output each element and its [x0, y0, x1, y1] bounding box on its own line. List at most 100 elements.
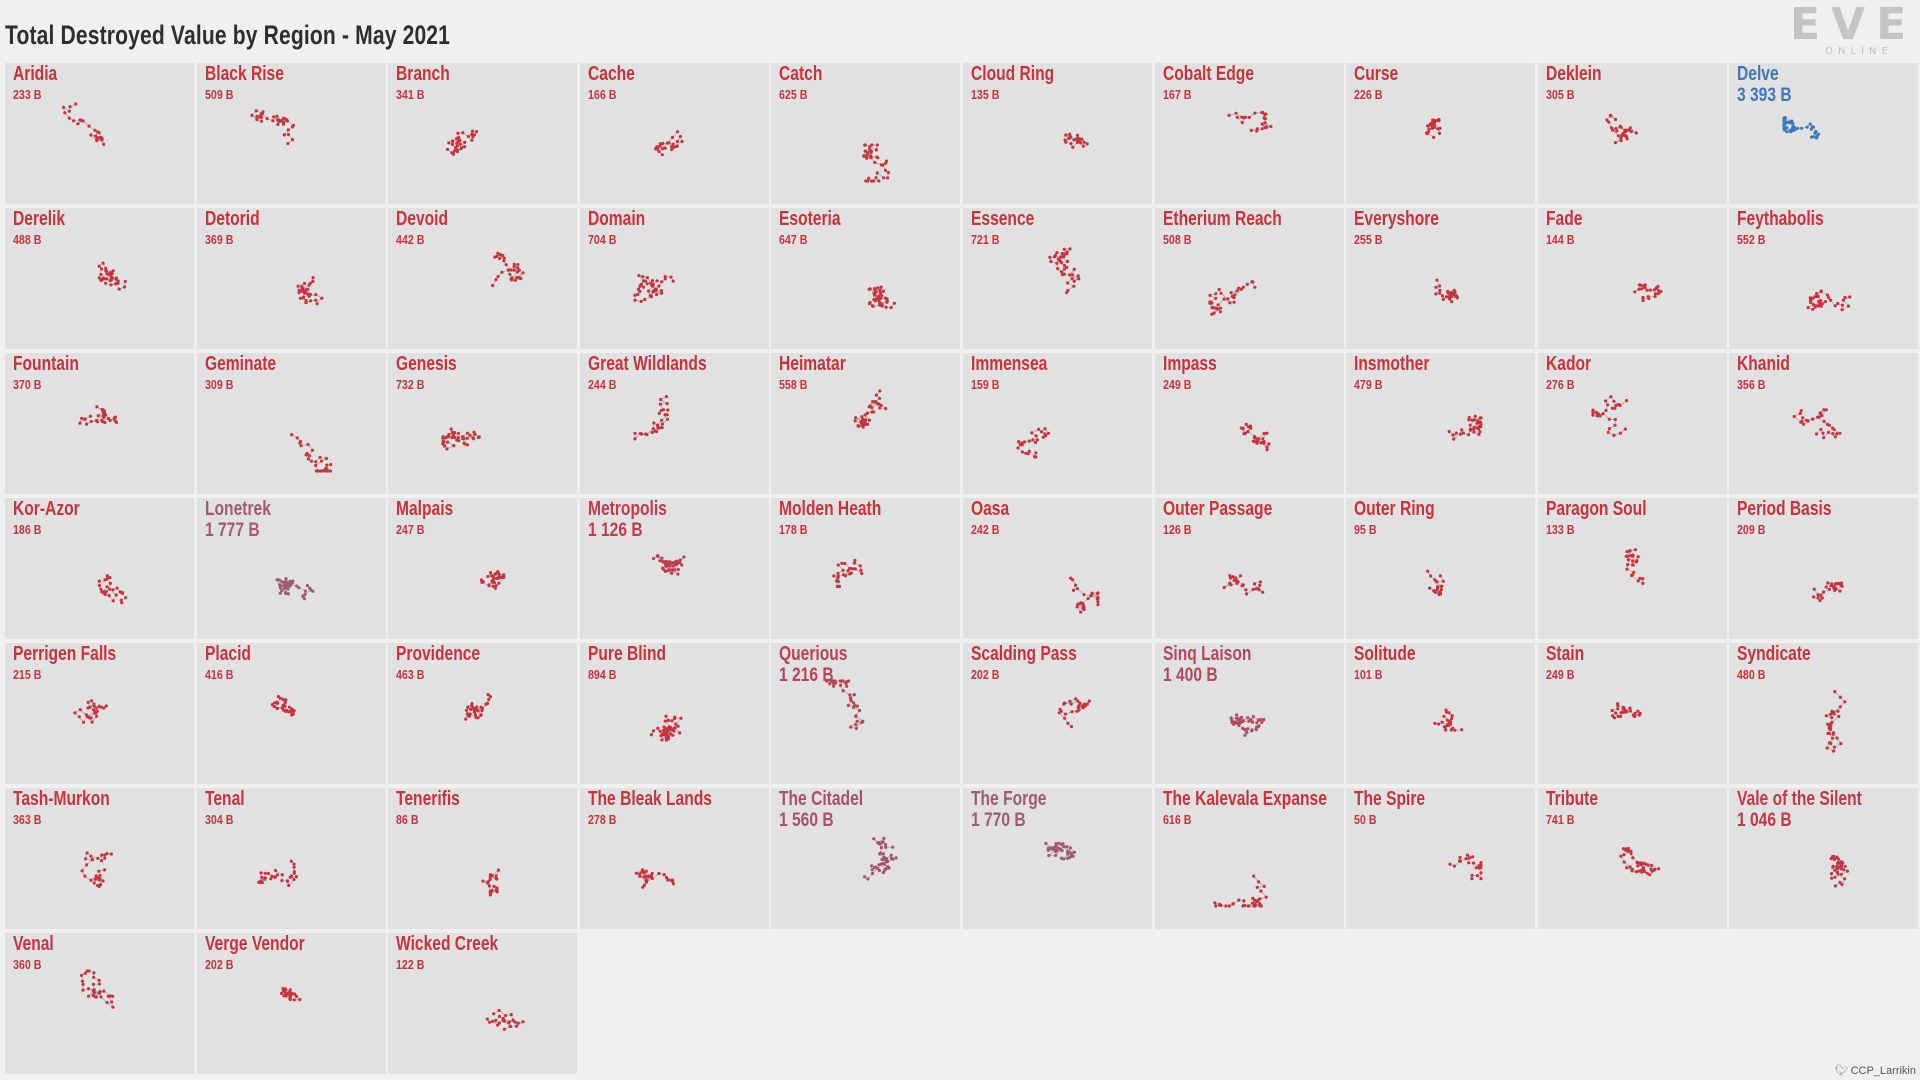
solar-system-point [1633, 548, 1638, 552]
solar-system-point [1626, 554, 1630, 558]
region-value-label: 101 B [1354, 667, 1383, 682]
solar-system-point [1819, 290, 1823, 294]
solar-system-point [672, 145, 676, 149]
solar-system-point [1836, 709, 1840, 713]
solar-system-point [1829, 724, 1833, 728]
solar-system-point [1267, 442, 1271, 446]
solar-system-point [468, 433, 472, 437]
solar-system-point [1237, 723, 1241, 728]
solar-system-point [108, 587, 112, 591]
solar-system-point [450, 151, 454, 155]
solar-system-point [1622, 853, 1626, 857]
solar-system-point [1469, 427, 1473, 431]
solar-system-point [1591, 409, 1595, 413]
solar-system-point [1637, 713, 1641, 717]
solar-system-point [860, 571, 864, 576]
solar-system-point [98, 877, 102, 881]
solar-system-point [664, 569, 668, 574]
solar-system-point [122, 285, 127, 289]
solar-system-point [854, 416, 858, 420]
solar-system-point [113, 415, 117, 419]
solar-system-point [80, 973, 84, 977]
region-tile: Tenerifis 86 B [388, 788, 577, 929]
solar-system-point [848, 696, 853, 700]
solar-system-point [516, 266, 520, 270]
solar-system-point [1066, 721, 1070, 725]
solar-system-point [662, 559, 666, 564]
eve-online-logo: EVE ONLINE [1782, 2, 1916, 60]
solar-system-point [1082, 140, 1086, 144]
solar-system-point [81, 988, 85, 992]
solar-system-point [1056, 257, 1060, 261]
solar-system-point [1251, 901, 1255, 905]
solar-system-point [1470, 877, 1474, 881]
solar-system-point [1214, 904, 1218, 908]
solar-system-point [1077, 704, 1081, 708]
solar-system-point [1628, 706, 1632, 710]
solar-system-point [1622, 860, 1626, 864]
solar-system-point [1833, 868, 1837, 872]
solar-system-point [1237, 286, 1241, 290]
region-value-label: 508 B [1163, 232, 1192, 247]
solar-system-point [670, 561, 674, 565]
region-name: Period Basis [1737, 498, 1832, 520]
solar-system-point [1831, 865, 1835, 869]
solar-system-point [469, 707, 473, 711]
solar-system-point [1257, 903, 1261, 907]
region-system-map [1063, 132, 1089, 149]
solar-system-point [1256, 439, 1260, 443]
solar-system-point [492, 884, 496, 888]
solar-system-point [464, 717, 468, 721]
solar-system-point [1063, 716, 1067, 720]
solar-system-point [1227, 904, 1231, 908]
solar-system-point [847, 567, 852, 571]
region-value-label: 479 B [1354, 377, 1383, 392]
solar-system-point [1070, 277, 1074, 281]
solar-system-point [1082, 607, 1086, 612]
solar-system-point [103, 410, 107, 414]
solar-system-point [852, 701, 856, 705]
solar-system-point [1077, 277, 1081, 281]
solar-system-point [884, 407, 888, 411]
region-tile: Placid 416 B [197, 643, 386, 784]
region-value-label: 616 B [1163, 812, 1192, 827]
solar-system-point [1461, 431, 1465, 435]
solar-system-point [466, 705, 470, 709]
solar-system-point [1806, 306, 1810, 310]
solar-system-point [83, 874, 87, 878]
solar-system-point [95, 714, 99, 718]
solar-system-point [1818, 411, 1822, 415]
solar-system-point [92, 975, 96, 979]
solar-system-point [290, 709, 294, 713]
solar-system-point [1843, 864, 1847, 868]
solar-system-point [1841, 298, 1845, 302]
solar-system-point [873, 160, 877, 165]
solar-system-point [488, 877, 492, 881]
solar-system-point [665, 564, 669, 568]
solar-system-point [865, 156, 869, 160]
solar-system-point [1840, 882, 1844, 887]
solar-system-point [445, 447, 449, 451]
solar-system-point [287, 705, 291, 709]
region-name: Fountain [13, 353, 79, 375]
solar-system-point [292, 865, 296, 869]
solar-system-point [314, 298, 318, 302]
region-value-label: 480 B [1737, 667, 1766, 682]
region-tile: Wicked Creek 122 B [388, 933, 577, 1074]
solar-system-point [863, 413, 867, 417]
solar-system-point [1068, 699, 1072, 703]
solar-system-point [1432, 135, 1436, 139]
region-value-label: 126 B [1163, 522, 1192, 537]
solar-system-point [649, 733, 653, 737]
solar-system-point [1467, 861, 1471, 865]
solar-system-point [1243, 115, 1247, 119]
solar-system-point [872, 287, 877, 291]
solar-system-point [1591, 413, 1595, 417]
solar-system-point [516, 263, 520, 267]
solar-system-point [89, 419, 93, 424]
solar-system-point [501, 1016, 505, 1020]
solar-system-point [663, 275, 667, 279]
solar-system-point [673, 568, 677, 572]
solar-system-point [465, 431, 469, 435]
region-system-map [825, 679, 865, 730]
